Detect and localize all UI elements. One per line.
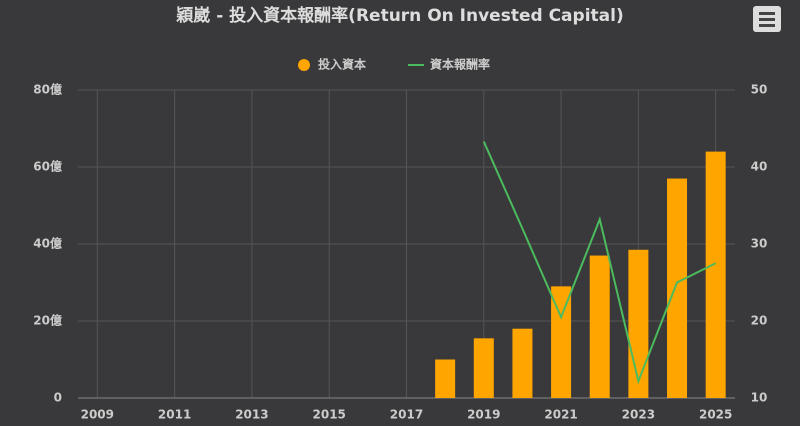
y2-tick-label: 10 [751,391,768,405]
x-tick-label: 2013 [235,408,268,422]
y-tick-label: 80億 [33,82,62,97]
bar [589,255,610,398]
x-tick-label: 2011 [158,408,191,422]
bar [435,359,456,398]
bar [705,151,726,398]
y2-tick-label: 20 [751,314,768,328]
y2-tick-label: 40 [751,160,768,174]
legend-label: 資本報酬率 [430,57,490,72]
y-tick-label: 40億 [33,236,62,251]
legend-marker [298,59,310,71]
y-tick-label: 60億 [33,159,62,174]
bar [667,178,688,398]
bar [473,338,494,398]
y2-tick-label: 30 [751,237,768,251]
y-tick-label: 0 [54,391,62,405]
menu-bar [759,12,775,15]
x-tick-label: 2009 [81,408,114,422]
x-tick-label: 2021 [544,408,577,422]
menu-bar [759,24,775,27]
legend-label: 投入資本 [318,57,366,72]
y2-tick-label: 50 [751,83,768,97]
x-tick-label: 2017 [390,408,423,422]
x-tick-label: 2023 [622,408,655,422]
bar [628,249,649,398]
x-tick-label: 2015 [313,408,346,422]
bar [512,328,533,398]
menu-bar [759,18,775,21]
bar [551,286,572,398]
chart-title: 穎崴 - 投入資本報酬率(Return On Invested Capital) [176,5,623,26]
menu-button[interactable] [753,6,781,32]
x-tick-label: 2025 [699,408,732,422]
line [482,141,717,385]
x-tick-label: 2019 [467,408,500,422]
y-tick-label: 20億 [33,313,62,328]
